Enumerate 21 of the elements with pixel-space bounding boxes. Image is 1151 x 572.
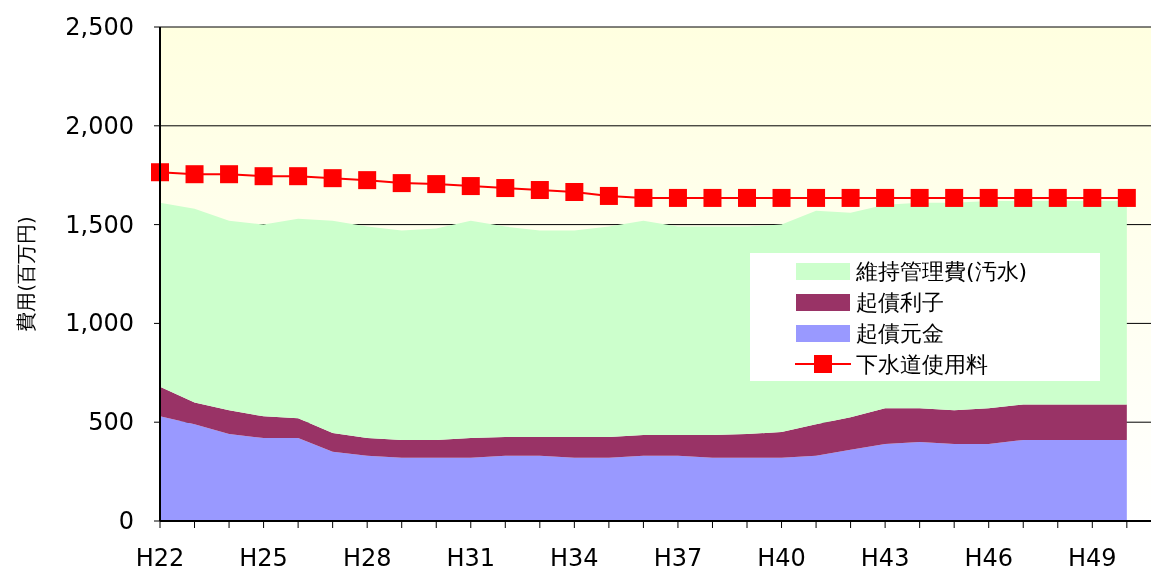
x-tick-label: H40 (757, 544, 806, 572)
x-tick-label: H22 (135, 544, 185, 572)
legend-label: 起債利子 (856, 290, 944, 315)
x-tick-label: H49 (1068, 544, 1117, 572)
x-tick-label: H37 (653, 544, 703, 572)
x-tick-label: H34 (550, 544, 599, 572)
x-tick-label: H31 (446, 544, 496, 572)
y-tick-label: 500 (88, 408, 134, 437)
y-tick-label: 1,000 (65, 309, 134, 338)
y-tick-label: 1,500 (65, 210, 134, 239)
x-tick-label: H43 (860, 544, 910, 572)
legend-label: 下水道使用料 (856, 352, 988, 377)
y-tick-label: 0 (118, 507, 134, 535)
legend-label: 起債元金 (856, 321, 944, 346)
y-tick-label: 2,000 (65, 111, 134, 140)
x-tick-label: H46 (964, 544, 1014, 572)
legend-label: 維持管理費(汚水) (855, 259, 1028, 284)
y-axis-title: 費用(百万円) (14, 216, 38, 332)
x-tick-label: H28 (342, 544, 392, 572)
y-tick-label: 2,500 (65, 13, 134, 41)
x-tick-label: H25 (239, 544, 288, 572)
